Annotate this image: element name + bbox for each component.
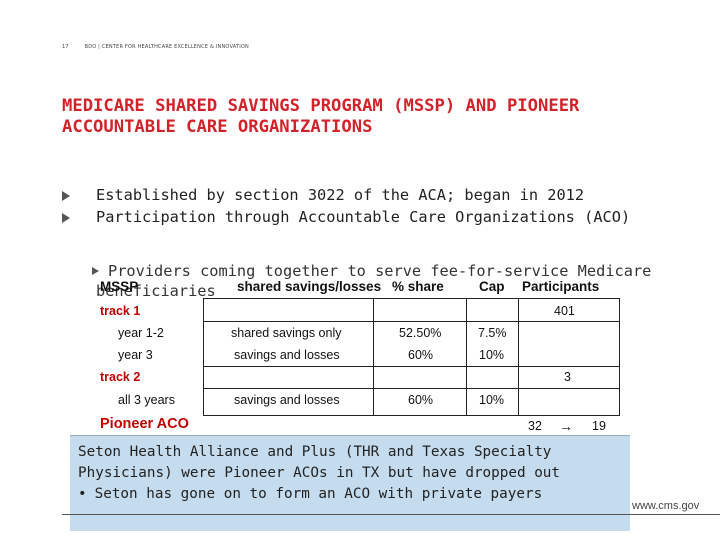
triangle-bullet-icon [92,267,99,275]
header-cap: Cap [479,279,505,294]
callout-box: Seton Health Alliance and Plus (THR and … [70,435,630,531]
row-label: all 3 years [118,393,175,407]
row-label: year 3 [118,348,153,362]
pioneer-from: 32 [528,419,542,433]
track1-participants: 401 [554,304,575,318]
table-divider [203,321,620,322]
row-share: 60% [408,348,434,362]
track2-label: track 2 [100,370,141,384]
row-label: year 1-2 [118,326,164,340]
table-divider [203,298,620,299]
track2-participants: 3 [564,370,571,384]
header-type: shared savings/losses [237,279,382,294]
page-number: 17 [62,44,69,50]
header-mssp: MSSP [100,279,139,294]
arrow-right-icon: → [559,418,573,434]
bullet-item: Established by section 3022 of the ACA; … [62,184,662,206]
triangle-bullet-icon [62,213,70,223]
table-divider [466,298,467,416]
bullet-list: Established by section 3022 of the ACA; … [62,184,662,228]
pioneer-to: 19 [592,419,606,433]
triangle-bullet-icon [62,191,70,201]
table-divider [203,388,620,389]
table-divider [619,298,620,416]
table-divider [203,366,620,367]
row-cap: 7.5% [478,326,507,340]
bullet-item: Participation through Accountable Care O… [62,206,662,228]
table-divider [203,415,620,416]
row-type: shared savings only [231,326,342,340]
footer-url: www.cms.gov [632,500,700,512]
footer-rule [62,514,720,515]
table-divider [373,298,374,416]
mssp-table: MSSP shared savings/losses % share Cap P… [100,276,620,438]
row-cap: 10% [479,393,505,407]
row-cap: 10% [479,348,505,362]
row-share: 60% [408,393,434,407]
org-line: BDO | CENTER FOR HEALTHCARE EXCELLENCE &… [84,44,249,50]
header-participants: Participants [522,279,600,294]
row-share: 52.50% [399,326,442,340]
sub-bullet: Providers coming together to serve fee-f… [92,261,651,301]
slide-header: 17 BDO | CENTER FOR HEALTHCARE EXCELLENC… [62,44,249,50]
pioneer-label: Pioneer ACO [100,416,189,432]
header-share: % share [392,279,444,294]
bullet-dot-icon: • [78,486,87,502]
slide-title: MEDICARE SHARED SAVINGS PROGRAM (MSSP) A… [62,96,580,137]
table-divider [518,298,519,416]
row-type: savings and losses [234,393,340,407]
callout-text: Seton Health Alliance and Plus (THR and … [78,444,561,502]
table-divider [203,298,204,416]
track1-label: track 1 [100,304,141,318]
row-type: savings and losses [234,348,340,362]
